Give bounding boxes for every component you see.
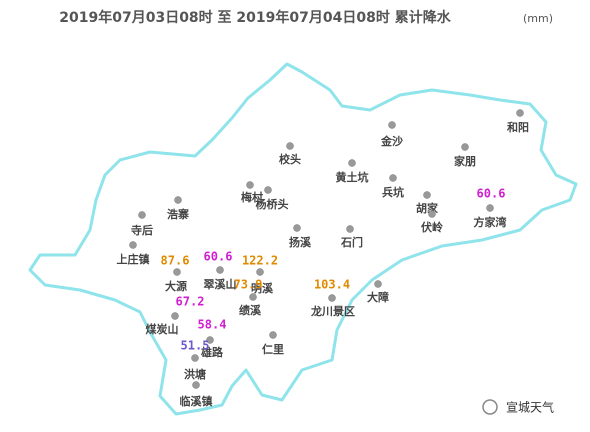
station-name: 石门 — [340, 235, 363, 249]
station-dot — [286, 142, 294, 150]
station-name: 伏岭 — [421, 220, 443, 234]
station-name: 明溪 — [251, 281, 274, 295]
station-dot — [328, 294, 336, 302]
map-title: 2019年07月03日08时 至 2019年07月04日08时 累计降水 — [59, 9, 451, 26]
station-dot — [269, 331, 277, 339]
county-outline — [28, 62, 578, 416]
station-name: 校头 — [279, 152, 301, 166]
station-name: 金沙 — [380, 134, 403, 148]
station-name: 仁里 — [262, 342, 284, 356]
rainfall-value: 87.6 — [161, 254, 190, 268]
station-name: 梅村 — [241, 190, 263, 204]
station-dot — [138, 211, 146, 219]
station-dot — [192, 381, 200, 389]
station-dot — [423, 191, 431, 199]
station-dot — [388, 121, 396, 129]
station-name: 黄土坑 — [336, 170, 369, 184]
station-name: 扬溪 — [289, 235, 312, 249]
station-name: 临溪镇 — [180, 394, 213, 408]
station-name: 兵坑 — [382, 185, 404, 199]
rainfall-value: 67.2 — [176, 295, 205, 309]
station-name: 龙川景区 — [310, 304, 355, 318]
station-name: 寺后 — [131, 223, 153, 237]
station-name: 家朋 — [454, 154, 476, 168]
station-dot — [346, 225, 354, 233]
station-name: 上庄镇 — [117, 252, 150, 266]
rainfall-value: 51.5 — [181, 339, 210, 353]
station-dot — [264, 186, 272, 194]
station-dot — [216, 266, 224, 274]
station-name: 雄路 — [200, 345, 224, 359]
unit: (mm) — [523, 12, 553, 25]
rainfall-value: 73.9 — [234, 278, 263, 292]
station-dot — [173, 268, 181, 276]
station-dot — [461, 143, 469, 151]
rainfall-value: 60.6 — [477, 187, 506, 201]
station-dot — [428, 210, 436, 218]
station-name: 洪塘 — [184, 367, 206, 381]
station-name: 和阳 — [507, 120, 529, 134]
station-name: 绩溪 — [239, 303, 262, 317]
station-dot — [129, 241, 137, 249]
station-dot — [293, 224, 301, 232]
rainfall-value: 103.4 — [314, 278, 350, 292]
station-dot — [486, 204, 494, 212]
watermark: 宣城天气 — [506, 400, 554, 415]
station-dot — [171, 312, 179, 320]
station-dot — [174, 196, 182, 204]
station-name: 大障 — [367, 290, 389, 304]
station-dot — [389, 174, 397, 182]
station-dot — [348, 159, 356, 167]
station-dot — [516, 109, 524, 117]
watermark-icon — [482, 399, 498, 415]
station-dot — [191, 354, 199, 362]
station-dot — [246, 181, 254, 189]
rainfall-value: 60.6 — [204, 250, 233, 264]
station-name: 杨桥头 — [256, 197, 289, 211]
station-name: 大源 — [165, 279, 187, 293]
station-dot — [374, 280, 382, 288]
rainfall-value: 122.2 — [242, 254, 278, 268]
station-name: 浩寨 — [167, 207, 189, 221]
station-name: 翠溪山 — [204, 277, 237, 291]
station-name: 煤炭山 — [146, 322, 179, 336]
station-dot — [256, 268, 264, 276]
station-dot — [249, 293, 257, 301]
watermark-group: 宣城天气 — [482, 399, 554, 415]
station-name: 方家湾 — [474, 215, 507, 229]
rainfall-value: 58.4 — [198, 318, 227, 332]
station-dot — [206, 336, 214, 344]
